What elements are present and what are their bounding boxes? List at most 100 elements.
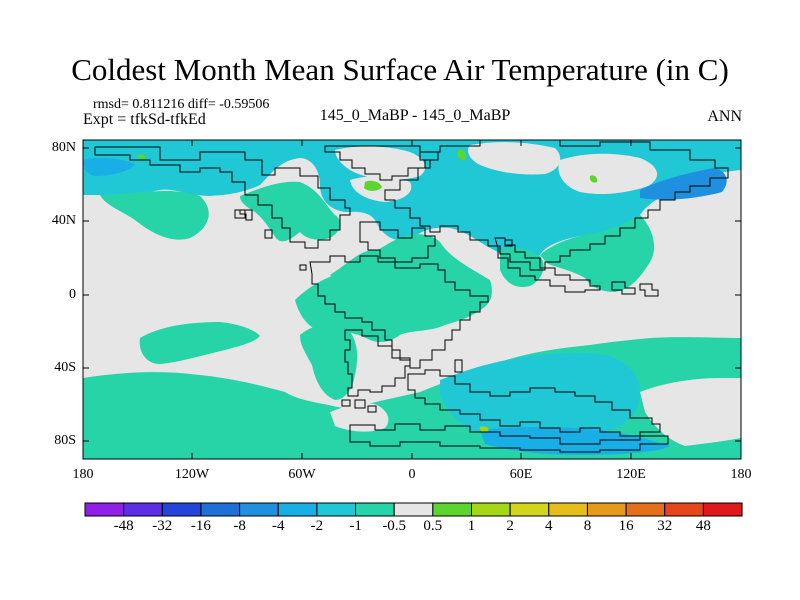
contour-positive-4 [137,154,146,160]
outline-island-4 [234,209,246,219]
lon-label-180e: 180 [730,467,752,482]
colorbar-label: 0.5 [423,518,443,534]
contour-tropical-africa [295,234,492,343]
colorbar-swatch [664,502,704,517]
stats-line: rmsd= 0.811216 diff= -0.59506 [93,97,269,113]
contour-positive-1 [457,149,467,161]
colorbar-swatch [432,502,473,517]
colorbar-swatch [625,502,666,517]
outline-island-2 [354,399,366,409]
lat-label-0: 0 [69,287,76,302]
lon-label-60e: 60E [509,467,533,482]
outline-baja [239,209,253,221]
contour-north-pacific [100,191,209,240]
map-title: Coldest Month Mean Surface Air Temperatu… [71,52,729,87]
contour-arctic-blue [640,168,727,200]
colorbar-swatch [316,502,357,517]
colorbar-label: -4 [272,518,285,534]
colorbar-label: -16 [190,518,211,534]
lat-label-80n: 80N [51,140,76,155]
colorbar-label: -2 [310,518,324,534]
lat-label-80s: 80S [54,433,76,448]
outline-europe-south [359,221,436,263]
contour-antarctic-deep [480,427,670,455]
colorbar-label: -48 [113,518,134,534]
diff-value: -0.59506 [219,97,270,112]
contour-arctic-northwest [83,157,135,176]
colorbar-swatch [200,502,241,517]
case-label: 145_0_MaBP - 145_0_MaBP [319,107,511,124]
lon-label-60w: 60W [288,467,316,482]
map-field [83,140,741,459]
colorbar-swatch [84,502,125,517]
colorbar-swatch [161,502,202,517]
contour-neutral-arctic-4 [558,153,658,194]
outline-africa [309,255,489,369]
contour-south-america [300,324,358,400]
outline-indonesia-2 [639,283,659,297]
contour-positive-5 [479,426,489,433]
lon-label-120e: 120E [616,467,646,482]
outline-island-1 [341,399,351,407]
colorbar-label: -1 [349,518,362,534]
colorbar-swatch [471,502,511,517]
longitude-ticks [191,140,632,459]
colorbar-swatch [239,502,279,517]
colorbar-swatch [702,502,743,517]
outline-antarctica [349,423,669,453]
outline-indonesia-1 [611,281,636,295]
colorbar-swatch [509,502,550,517]
colorbar-swatch [277,502,318,517]
colorbar-label: 32 [657,518,673,534]
outline-australia [407,369,661,437]
outline-island-7 [299,264,307,271]
colorbar-label: -8 [233,518,246,534]
colorbar-swatch [355,502,395,517]
contour-positive-2 [364,180,382,191]
diff-label: diff= [187,97,216,112]
contour-south-pacific [139,322,260,364]
outline-north-america [94,146,351,249]
colorbar-label: 8 [583,518,592,534]
colorbar-swatch [393,502,434,517]
colorbar-swatch [548,502,588,517]
outline-island-6 [504,239,513,247]
colorbar-label: 1 [467,518,476,534]
colorbar-swatch [123,502,163,517]
outline-madagascar [454,359,463,373]
colorbar-label: 2 [506,518,514,534]
colorbar-label: 16 [618,518,634,534]
colorbar-label: 48 [695,518,711,534]
colorbar-label: -0.5 [382,518,407,534]
lon-label-120w: 120W [174,467,210,482]
experiment-label: Expt = tfkSd-tfkEd [83,111,206,128]
contour-north-america [240,181,341,242]
outline-island-3 [367,405,377,413]
colorbar-swatch [586,502,627,517]
contour-neutral-arctic-1 [335,146,426,180]
lat-label-40s: 40S [54,360,76,375]
lat-label-40n: 40N [51,213,76,228]
colorbar-label: -32 [152,518,173,534]
rmsd-label: rmsd= [93,97,129,112]
contour-east-asia [540,215,655,292]
colorbar [84,502,743,517]
contour-neutral-arctic-3 [468,142,561,175]
lon-label-0: 0 [408,467,416,482]
continent-outlines [94,140,729,453]
contour-positive-3 [589,175,598,183]
contour-antarctic-core [440,353,640,440]
colorbar-label: 4 [545,518,553,534]
season-label: ANN [707,108,742,125]
outline-south-america [344,329,411,397]
outline-eurasia [384,140,729,271]
outline-india-seasia [494,237,601,293]
rmsd-value: 0.811216 [132,97,185,112]
contour-neutral-south-east [640,378,741,446]
contour-tropical-atlantic [330,250,393,289]
latitude-ticks [83,147,741,442]
outline-island-5 [264,229,273,239]
outline-greenland [324,145,439,181]
lon-label-180w: 180 [72,467,94,482]
